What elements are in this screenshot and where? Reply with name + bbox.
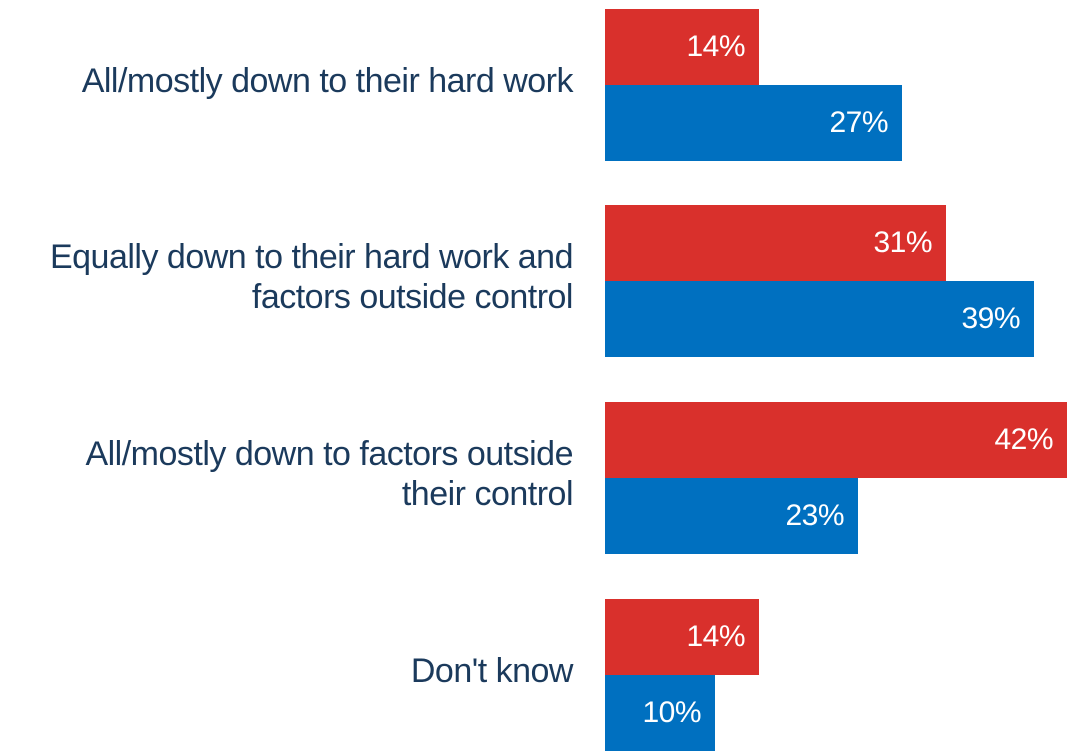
bar-blue: 39% [605,281,1034,357]
category-label: Don't know [13,651,574,691]
bar-blue: 23% [605,478,858,554]
category-label-line: their control [401,475,574,513]
category-label-line: Don't know [410,652,574,690]
category-label-line: All/mostly down to their hard work [81,62,574,100]
data-label: 27% [829,106,888,139]
data-label: 23% [785,499,844,532]
data-label: 14% [686,620,745,653]
category-label-line: Equally down to their hard work and [49,238,574,276]
data-label: 14% [686,30,745,63]
bar-blue: 10% [605,675,715,751]
bar-red: 42% [605,402,1067,478]
bar-blue: 27% [605,85,902,161]
category-label: All/mostly down to their hard work [13,61,574,101]
bar-red: 14% [605,9,759,85]
data-label: 31% [873,226,932,259]
data-label: 10% [642,696,701,729]
category-label: All/mostly down to factors outside their … [13,434,573,514]
data-label: 42% [994,423,1053,456]
category-label-line: All/mostly down to factors outside [85,435,573,473]
category-label-line: factors outside control [251,278,574,316]
bar-red: 31% [605,205,946,281]
data-label: 39% [961,302,1020,335]
category-label: Equally down to their hard work and facto… [13,237,574,317]
bar-red: 14% [605,599,759,675]
